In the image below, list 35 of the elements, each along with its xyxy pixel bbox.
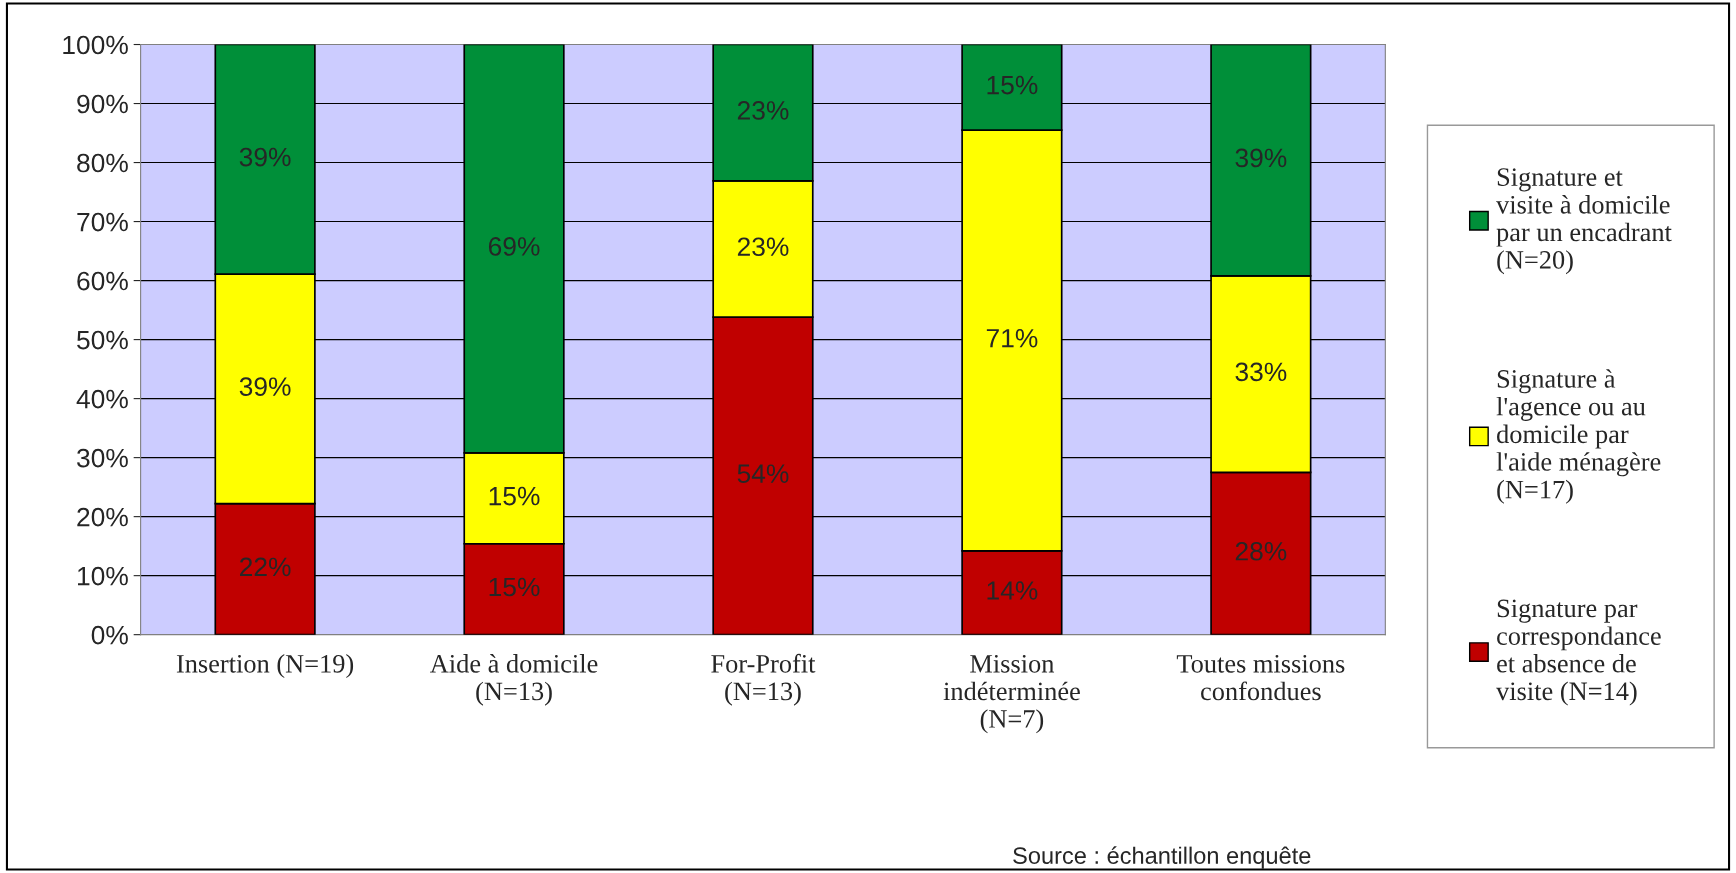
x-tick-label: Mission indéterminée (N=7) bbox=[943, 654, 1080, 734]
x-tick-label: Toutes missions confondues bbox=[1176, 654, 1345, 701]
legend-label: Signature à l'agence ou au domicile par l'aide ménagère (N=17) bbox=[1496, 369, 1661, 504]
data-label: 39% bbox=[239, 377, 291, 396]
data-label: 15% bbox=[489, 486, 540, 506]
data-label: 71% bbox=[986, 328, 1038, 348]
data-label: 39% bbox=[239, 147, 291, 167]
data-label: 39% bbox=[1235, 148, 1287, 168]
legend-label: Signature par correspondance et absence de visite (N=14) bbox=[1496, 599, 1661, 706]
y-tick-label: 0% bbox=[91, 625, 128, 645]
data-label: 15% bbox=[987, 75, 1038, 95]
y-tick-label: 80% bbox=[77, 153, 128, 173]
x-tick-label: For-Profit (N=13) bbox=[711, 653, 816, 706]
y-tick-label: 60% bbox=[77, 271, 128, 291]
y-tick-label: 40% bbox=[76, 389, 128, 409]
data-label: 23% bbox=[737, 237, 789, 257]
y-tick-label: 20% bbox=[77, 507, 128, 527]
y-tick-label: 70% bbox=[77, 212, 128, 232]
data-label: 22% bbox=[240, 557, 291, 577]
data-label: 15% bbox=[489, 577, 540, 597]
legend-label: Signature et visite à domicile par un encadrant (N=20) bbox=[1496, 168, 1672, 275]
data-label: 33% bbox=[1235, 362, 1287, 382]
source-note: Source : échantillon enquête bbox=[1013, 846, 1311, 869]
y-tick-label: 100% bbox=[63, 35, 128, 55]
y-tick-label: 30% bbox=[77, 448, 128, 468]
data-label: 54% bbox=[737, 464, 789, 483]
data-label: 14% bbox=[987, 581, 1038, 600]
x-tick-label: Aide à domicile (N=13) bbox=[430, 654, 598, 706]
data-label: 23% bbox=[737, 101, 789, 120]
y-tick-label: 90% bbox=[77, 94, 128, 114]
x-tick-label: Insertion (N=19) bbox=[176, 654, 354, 679]
y-tick-label: 10% bbox=[78, 566, 128, 586]
data-label: 28% bbox=[1235, 541, 1287, 561]
data-label: 69% bbox=[488, 237, 540, 256]
y-tick-label: 50% bbox=[77, 330, 128, 350]
